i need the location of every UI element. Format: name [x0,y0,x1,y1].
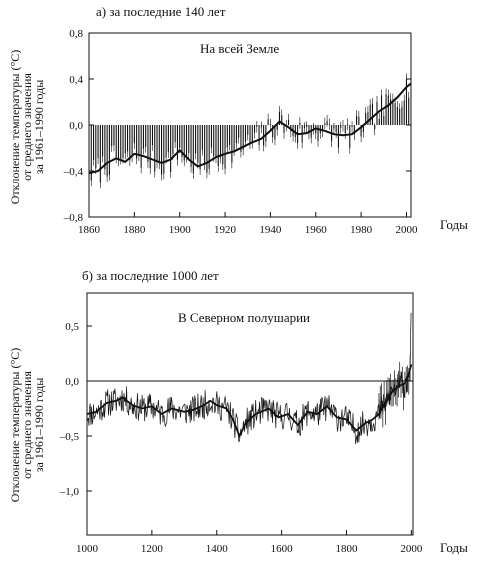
panel-b-ylabel-line-1: Отклонение температуры (°С) [8,348,22,503]
panel-a-ylabel-line-1: Отклонение температуры (°С) [8,50,22,205]
panel-b-ylabel-line-2: от среднего значения [20,371,34,479]
panel-a-x-axis: 1860 1880 1900 1920 1940 1960 1980 2000 [78,212,418,236]
panel-a-xtick-label-4: 1940 [259,224,282,236]
panel-b-annual-series [86,312,412,445]
panel-a-xtick-label-3: 1920 [214,224,237,236]
panel-b-ylabel: Отклонение температуры (°С) от среднего … [8,348,46,503]
panel-b-label: б) за последние 1000 лет [82,268,219,283]
panel-a-label: а) за последние 140 лет [96,4,226,19]
panel-a-smoothed-line [88,82,412,175]
panel-b-xtick-label-3: 1600 [271,543,294,555]
panel-b: б) за последние 1000 лет Отклонение темп… [8,268,468,555]
panel-b-smooth-group [86,364,413,439]
panel-a-bars [90,73,410,189]
panel-b-xlabel: Годы [440,540,468,555]
panel-b-inset-title: В Северном полушарии [178,310,310,325]
panel-a-ytick-label-1: –0,4 [63,166,84,178]
panel-a-ylabel-line-2: от среднего значения [20,73,34,181]
panel-b-xtick-label-2: 1400 [206,543,229,555]
panel-a-smooth-group [88,82,412,175]
panel-b-ytick-label-1: –0,5 [59,431,80,443]
panel-a-xtick-label-6: 1980 [350,224,373,236]
panel-a-xtick-label-2: 1900 [169,224,192,236]
panel-b-y-axis: –1,0 –0,5 0,0 0,5 [59,321,92,498]
panel-a-ytick-label-2: 0,0 [69,120,83,132]
panel-b-ytick-label-3: 0,5 [65,321,79,333]
panel-b-noise-group [86,312,412,445]
panel-b-xtick-label-1: 1200 [141,543,164,555]
panel-b-xtick-label-4: 1800 [336,543,359,555]
panel-b-ytick-label-2: 0,0 [65,376,79,388]
panel-b-x-axis: 1000 1200 1400 1600 1800 2000 [76,530,423,555]
panel-a-ytick-label-4: 0,8 [69,28,83,40]
panel-a-ylabel: Отклонение температуры (°С) от среднего … [8,50,46,205]
panel-a-y-axis: –0,8 –0,4 0,0 0,4 0,8 [63,28,411,224]
panel-b-errorbars [378,354,411,428]
panel-a-xtick-label-5: 1960 [305,224,328,236]
panel-a-xtick-label-7: 2000 [395,224,418,236]
panel-b-xtick-label-0: 1000 [76,543,99,555]
panel-a-xlabel: Годы [440,217,468,232]
panel-a-inset-title: На всей Земле [200,41,279,56]
panel-b-ytick-label-0: –1,0 [59,486,80,498]
panel-b-xtick-label-5: 2000 [400,543,423,555]
panel-a-ytick-label-0: –0,8 [63,212,84,224]
panel-a-ylabel-line-3: за 1961–1990 годы [32,80,46,175]
panel-b-smoothed-line [86,364,413,439]
panel-a-xtick-label-0: 1860 [78,224,101,236]
panel-a-ytick-label-3: 0,4 [69,74,83,86]
panel-a-xtick-label-1: 1880 [123,224,146,236]
panel-b-ylabel-line-3: за 1961–1990 годы [32,378,46,473]
panel-a: а) за последние 140 лет Отклонение темпе… [8,4,468,236]
